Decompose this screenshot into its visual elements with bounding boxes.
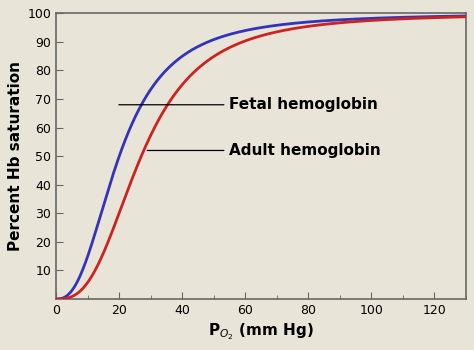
Y-axis label: Percent Hb saturation: Percent Hb saturation (9, 61, 23, 251)
X-axis label: P$_{O_2}$ (mm Hg): P$_{O_2}$ (mm Hg) (208, 321, 314, 342)
Text: Adult hemoglobin: Adult hemoglobin (147, 143, 381, 158)
Text: Fetal hemoglobin: Fetal hemoglobin (119, 97, 378, 112)
